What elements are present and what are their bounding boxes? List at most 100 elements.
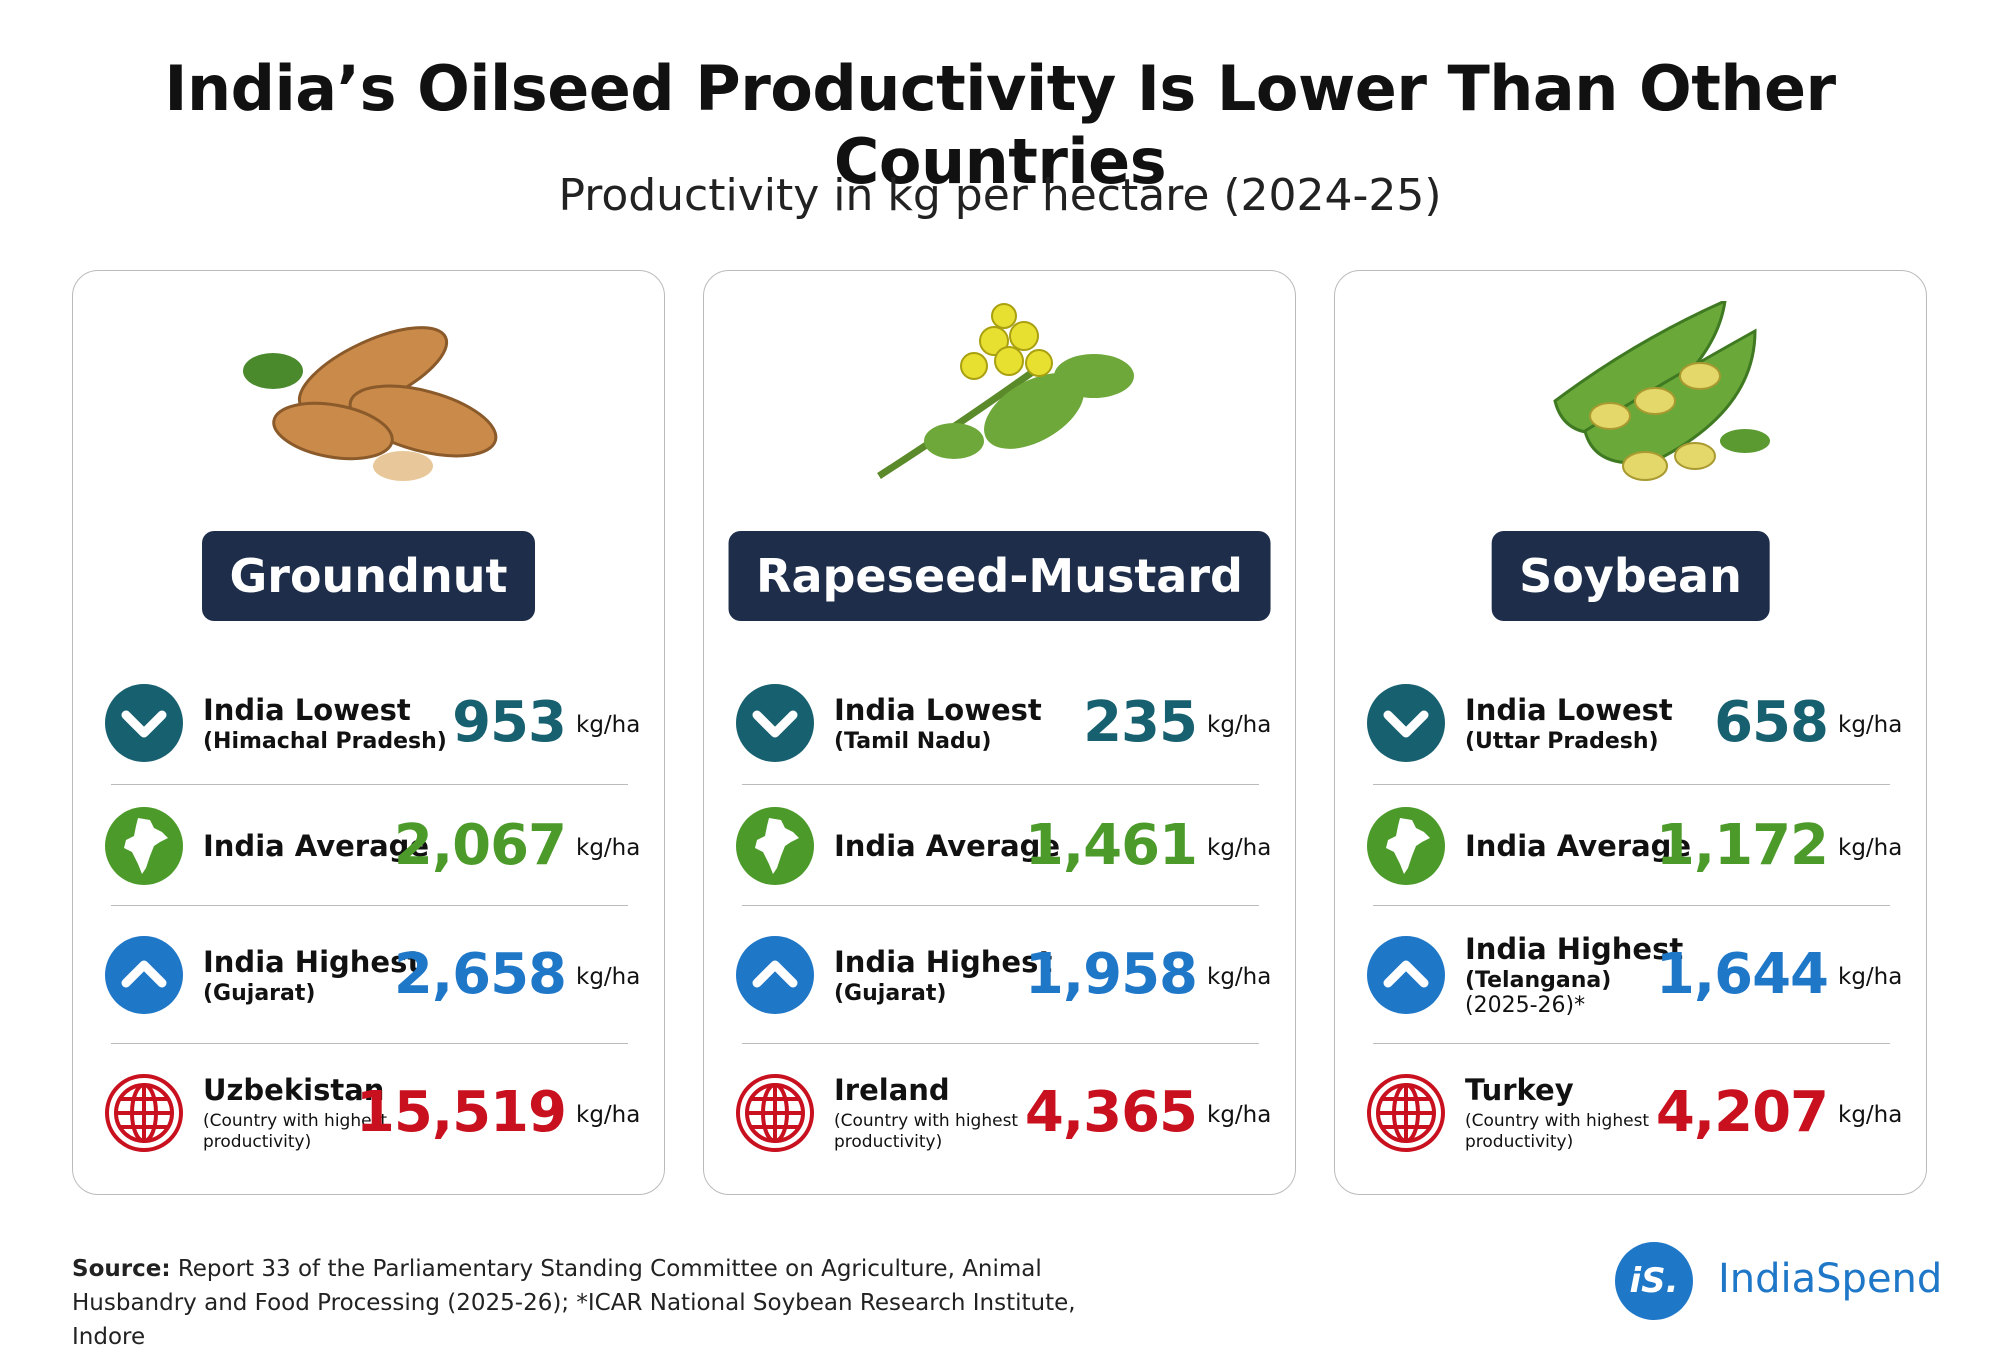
stat-row: India Average 1,172 kg/ha: [1335, 786, 1928, 906]
stat-label: India Average: [1465, 829, 1692, 863]
stat-unit: kg/ha: [1207, 712, 1272, 738]
crop-name: Groundnut: [201, 531, 536, 621]
crop-illustration: [877, 303, 1134, 479]
stat-label-group: Ireland (Country with highest productivit…: [834, 1053, 1024, 1173]
source-label: Source:: [72, 1256, 171, 1282]
logo-mark: iS.: [1615, 1242, 1693, 1320]
crop-name: Soybean: [1491, 531, 1770, 621]
stat-unit: kg/ha: [1207, 835, 1272, 861]
crop-illustration: [243, 326, 498, 481]
stat-label-group: India Lowest (Himachal Pradesh): [203, 663, 447, 783]
stat-value: 4,365: [1024, 1080, 1198, 1145]
stat-icon: [105, 684, 183, 762]
stat-unit: kg/ha: [1838, 964, 1903, 990]
divider: [742, 905, 1259, 906]
stat-row: India Average 1,461 kg/ha: [704, 786, 1297, 906]
divider: [742, 1043, 1259, 1044]
stat-label-group: India Highest (Gujarat): [834, 915, 1052, 1035]
stat-unit: kg/ha: [1207, 1102, 1272, 1128]
stat-label: India Lowest: [1465, 692, 1673, 727]
stat-unit: kg/ha: [576, 835, 641, 861]
stat-sublabel: (Uttar Pradesh): [1465, 728, 1659, 754]
stat-label-group: India Lowest (Uttar Pradesh): [1465, 663, 1673, 783]
stat-value: 953: [452, 690, 567, 755]
stat-row: Turkey (Country with highest productivity…: [1335, 1053, 1928, 1173]
stat-label-group: India Highest (Telangana) (2025-26)*: [1465, 915, 1683, 1035]
stat-icon: [105, 807, 183, 885]
stat-value: 15,519: [355, 1080, 567, 1145]
stat-sublabel: (Tamil Nadu): [834, 728, 992, 754]
source-text: Report 33 of the Parliamentary Standing …: [72, 1256, 1076, 1350]
stat-label: India Highest: [834, 944, 1053, 979]
stat-note: (Country with highest productivity): [1465, 1111, 1650, 1152]
crop-card: Soybean India Lowest (Uttar Pradesh) 658 kg/…: [1334, 270, 1927, 1195]
crop-card: Groundnut India Lowest (Himachal Pradesh) 9…: [72, 270, 665, 1195]
stat-icon: [736, 1074, 814, 1152]
stat-unit: kg/ha: [1207, 964, 1272, 990]
stat-label: Turkey: [1465, 1073, 1574, 1107]
stat-icon: [1367, 936, 1445, 1014]
stat-row: Uzbekistan (Country with highest producti…: [73, 1053, 666, 1173]
title: India’s Oilseed Productivity Is Lower Th…: [164, 52, 1836, 198]
stat-icon: [1367, 684, 1445, 762]
stat-row: India Lowest (Himachal Pradesh) 953 kg/ha: [73, 663, 666, 783]
stat-row: Ireland (Country with highest productivit…: [704, 1053, 1297, 1173]
stat-unit: kg/ha: [1838, 1102, 1903, 1128]
crop-name: Rapeseed-Mustard: [728, 531, 1271, 621]
stat-value: 235: [1083, 690, 1198, 755]
stat-value: 1,172: [1655, 813, 1829, 878]
stat-sublabel: (Gujarat): [834, 980, 947, 1006]
stat-sublabel: (Gujarat): [203, 980, 316, 1006]
stat-icon: [1367, 1074, 1445, 1152]
stat-unit: kg/ha: [1838, 712, 1903, 738]
divider: [111, 1043, 628, 1044]
stat-label-group: India Average: [834, 786, 1060, 906]
source: Source: Report 33 of the Parliamentary S…: [72, 1252, 1132, 1354]
stat-value: 658: [1714, 690, 1829, 755]
stat-icon: [105, 1074, 183, 1152]
stat-label: India Highest: [203, 944, 422, 979]
stat-row: India Lowest (Uttar Pradesh) 658 kg/ha: [1335, 663, 1928, 783]
stat-icon: [105, 936, 183, 1014]
divider: [1373, 905, 1890, 906]
stat-row: India Average 2,067 kg/ha: [73, 786, 666, 906]
crop-illustration: [1553, 301, 1770, 481]
stat-label: India Lowest: [203, 692, 411, 727]
stat-label-group: India Average: [1465, 786, 1691, 906]
logo-name: IndiaSpend: [1718, 1256, 1943, 1302]
stat-label: India Average: [203, 829, 430, 863]
stat-value: 1,461: [1024, 813, 1198, 878]
stat-label: India Highest: [1465, 932, 1684, 966]
stat-label-group: India Highest (Gujarat): [203, 915, 421, 1035]
divider: [1373, 1043, 1890, 1044]
stat-row: India Highest (Gujarat) 1,958 kg/ha: [704, 915, 1297, 1035]
stat-row: India Highest (Telangana) (2025-26)* 1,644 k…: [1335, 915, 1928, 1035]
stat-label-group: Uzbekistan (Country with highest producti…: [203, 1053, 393, 1173]
divider: [111, 905, 628, 906]
stat-note: (Country with highest productivity): [203, 1111, 388, 1152]
divider: [1373, 784, 1890, 785]
stat-value: 1,644: [1655, 942, 1829, 1007]
stat-unit: kg/ha: [576, 712, 641, 738]
stat-unit: kg/ha: [576, 1102, 641, 1128]
stat-sublabel: (Himachal Pradesh): [203, 728, 447, 754]
stat-label-group: India Average: [203, 786, 429, 906]
stat-label: Ireland: [834, 1073, 950, 1107]
stat-row: India Highest (Gujarat) 2,658 kg/ha: [73, 915, 666, 1035]
stat-icon: [1367, 807, 1445, 885]
stat-label-group: Turkey (Country with highest productivity…: [1465, 1053, 1655, 1173]
stat-value: 4,207: [1655, 1080, 1829, 1145]
stat-unit: kg/ha: [576, 964, 641, 990]
stat-label: India Average: [834, 829, 1061, 863]
stat-icon: [736, 807, 814, 885]
subtitle: Productivity in kg per hectare (2024-25): [558, 170, 1442, 221]
divider: [111, 784, 628, 785]
stat-label-group: India Lowest (Tamil Nadu): [834, 663, 1042, 783]
stat-value: 1,958: [1024, 942, 1198, 1007]
stat-value: 2,658: [393, 942, 567, 1007]
divider: [742, 784, 1259, 785]
stat-unit: kg/ha: [1838, 835, 1903, 861]
stat-row: India Lowest (Tamil Nadu) 235 kg/ha: [704, 663, 1297, 783]
stat-value: 2,067: [393, 813, 567, 878]
stat-note: (Country with highest productivity): [834, 1111, 1019, 1152]
